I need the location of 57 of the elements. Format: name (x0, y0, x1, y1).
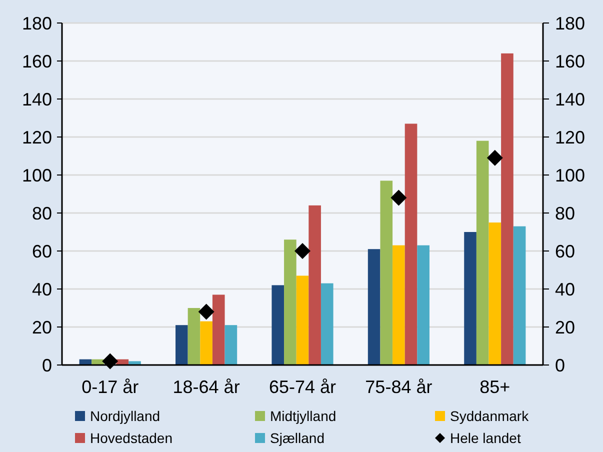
bar (380, 180, 393, 365)
bar (464, 232, 476, 365)
y-tick-label: 0 (42, 355, 52, 376)
bar (320, 283, 334, 365)
y-tick-label: 80 (32, 203, 52, 224)
y2-tick-label: 160 (555, 51, 586, 72)
y-tick-label: 100 (22, 165, 52, 186)
x-tick-label: 0-17 år (82, 377, 139, 397)
bar (513, 226, 526, 365)
y-tick-label: 60 (32, 241, 52, 262)
point (294, 243, 310, 259)
bar (296, 276, 309, 365)
y-tick-label: 160 (22, 51, 52, 72)
y-tick-label: 40 (32, 279, 52, 300)
x-tick-label: 85+ (480, 377, 510, 397)
y-tick-label: 180 (22, 13, 52, 34)
point (198, 304, 214, 320)
x-tick-label: 75-84 år (365, 377, 432, 397)
point (102, 353, 118, 370)
y-tick-label: 20 (32, 317, 52, 338)
legend-label: Midtjylland (270, 408, 336, 424)
y2-tick-label: 120 (555, 127, 586, 148)
y2-tick-label: 0 (555, 355, 566, 376)
y2-tick-label: 40 (555, 279, 576, 300)
bar (212, 294, 225, 365)
bar (188, 308, 200, 365)
bar (417, 245, 430, 365)
bar (224, 325, 238, 365)
y2-tick-label: 180 (555, 13, 586, 34)
legend-label: Syddanmark (450, 408, 530, 424)
y2-tick-label: 20 (555, 317, 576, 338)
x-tick-label: 18-64 år (172, 377, 240, 397)
legend-label: Hovedstaden (90, 430, 173, 446)
bar (128, 361, 141, 365)
legend-label: Nordjylland (90, 408, 160, 424)
y2-tick-label: 140 (555, 89, 586, 110)
bar (200, 321, 212, 365)
bar (476, 140, 489, 365)
bar (368, 249, 380, 365)
y2-tick-label: 80 (555, 203, 576, 224)
legend-label: Sjælland (270, 430, 324, 446)
bar (392, 245, 405, 365)
bar (404, 124, 418, 365)
bar (176, 325, 188, 365)
bar (272, 285, 284, 365)
y2-tick-label: 100 (555, 165, 586, 186)
point (390, 190, 407, 206)
x-tick-label: 65-74 år (268, 377, 336, 397)
point (486, 150, 503, 166)
bar (308, 205, 321, 365)
legend-label: Hele landet (450, 430, 521, 446)
y2-tick-label: 60 (555, 241, 576, 262)
y-tick-label: 120 (22, 127, 52, 148)
bar (284, 240, 296, 365)
bar (501, 53, 514, 365)
bar (488, 222, 502, 365)
y-tick-label: 140 (22, 89, 52, 110)
